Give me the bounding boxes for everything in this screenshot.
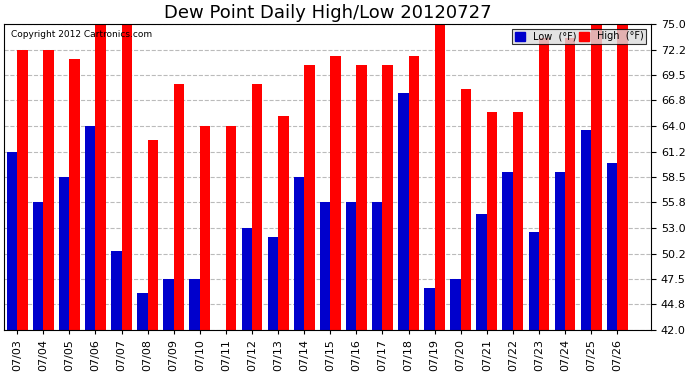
Bar (252, 84, 262, 330)
Bar (200, 126, 210, 330)
Bar (461, 88, 471, 330)
Bar (319, 202, 331, 330)
Bar (331, 56, 341, 330)
Bar (435, 24, 445, 330)
Title: Dew Point Daily High/Low 20120727: Dew Point Daily High/Low 20120727 (164, 4, 491, 22)
Legend: Low  (°F), High  (°F): Low (°F), High (°F) (512, 28, 647, 44)
Bar (539, 38, 549, 330)
Bar (581, 130, 591, 330)
Bar (346, 202, 356, 330)
Bar (278, 116, 288, 330)
Bar (33, 202, 43, 330)
Bar (382, 66, 393, 330)
Bar (148, 140, 158, 330)
Bar (85, 126, 95, 330)
Bar (486, 112, 497, 330)
Text: Copyright 2012 Cartronics.com: Copyright 2012 Cartronics.com (10, 30, 152, 39)
Bar (476, 214, 486, 330)
Bar (59, 177, 70, 330)
Bar (294, 177, 304, 330)
Bar (591, 24, 602, 330)
Bar (502, 172, 513, 330)
Bar (304, 66, 315, 330)
Bar (189, 279, 200, 330)
Bar (372, 202, 382, 330)
Bar (137, 292, 148, 330)
Bar (529, 232, 539, 330)
Bar (268, 237, 278, 330)
Bar (555, 172, 565, 330)
Bar (174, 84, 184, 330)
Bar (70, 59, 80, 330)
Bar (424, 288, 435, 330)
Bar (43, 50, 54, 330)
Bar (17, 50, 28, 330)
Bar (95, 24, 106, 330)
Bar (111, 251, 121, 330)
Bar (513, 112, 523, 330)
Bar (565, 38, 575, 330)
Bar (121, 24, 132, 330)
Bar (398, 93, 408, 330)
Bar (451, 279, 461, 330)
Bar (607, 163, 617, 330)
Bar (617, 24, 628, 330)
Bar (408, 56, 419, 330)
Bar (356, 66, 367, 330)
Bar (241, 228, 252, 330)
Bar (7, 152, 17, 330)
Bar (164, 279, 174, 330)
Bar (226, 126, 237, 330)
